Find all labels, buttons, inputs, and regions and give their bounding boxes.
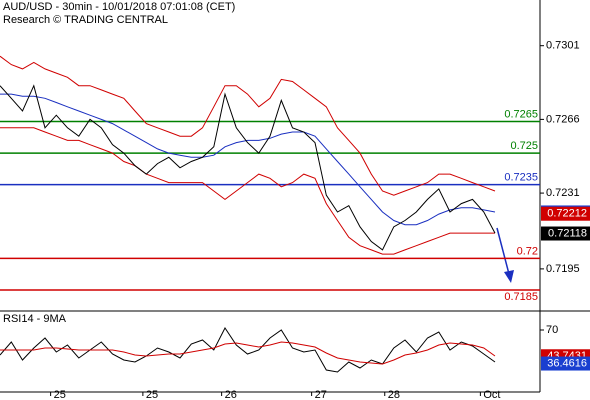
y-tick-label: 0.7231 — [546, 187, 580, 199]
series-line — [0, 93, 496, 226]
x-tick-label: 25 — [146, 389, 158, 400]
series-line — [0, 341, 496, 365]
level-label: 0.725 — [510, 140, 538, 152]
series-line — [0, 127, 495, 255]
level-label: 0.7265 — [504, 108, 538, 120]
x-tick-label: 28 — [388, 389, 400, 400]
y-tick-label: 70 — [546, 324, 558, 336]
x-tick-label: 25 — [54, 389, 66, 400]
price-tag-label: 0.72118 — [548, 227, 587, 239]
x-tick-label: 27 — [315, 389, 327, 400]
level-label: 0.72 — [517, 245, 538, 257]
price-tag — [541, 206, 590, 221]
series-line — [0, 327, 496, 373]
y-tick-label: 0.7301 — [546, 40, 580, 52]
price-tag — [541, 356, 590, 371]
chart-title: AUD/USD - 30min - 10/01/2018 07:01:08 (C… — [3, 1, 235, 13]
y-tick-label: 0.7195 — [546, 263, 580, 275]
level-label: 0.7235 — [504, 172, 538, 184]
panel-title: RSI14 - 9MA — [3, 313, 67, 325]
forecast-arrowhead — [504, 270, 514, 283]
price-tag — [541, 226, 590, 241]
price-tag-label: 0.72212 — [547, 208, 587, 220]
price-tag-label: 36.4616 — [547, 357, 587, 369]
forecast-arrow — [496, 227, 510, 275]
series-line — [0, 84, 496, 251]
y-tick-label: 0.7266 — [546, 113, 580, 125]
x-tick-label: Oct — [483, 389, 500, 400]
chart-subtitle: Research © TRADING CENTRAL — [3, 14, 168, 26]
level-label: 0.7185 — [504, 291, 538, 303]
series-line — [0, 55, 496, 196]
x-tick-label: 26 — [225, 389, 237, 400]
